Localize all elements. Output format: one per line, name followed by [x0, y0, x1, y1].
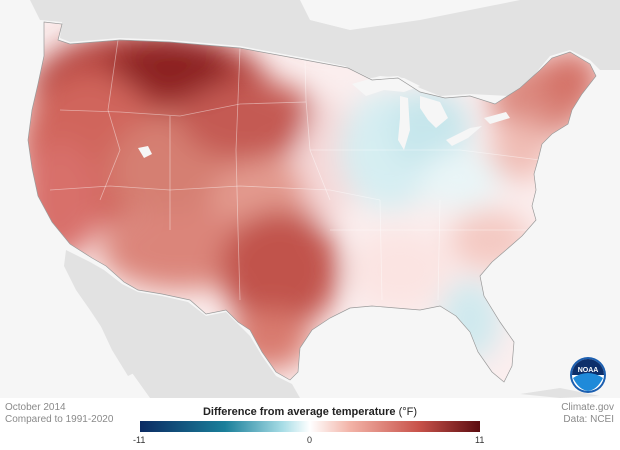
lake-michigan	[398, 96, 410, 150]
credit-label: Climate.gov	[561, 402, 614, 413]
canada-landmass	[0, 0, 620, 96]
svg-text:NOAA: NOAA	[578, 367, 599, 374]
us-outline	[27, 21, 597, 383]
legend-unit: (°F)	[398, 406, 418, 418]
map-footer: October 2014 Compared to 1991-2020 Diffe…	[0, 398, 620, 450]
lake-ontario	[484, 112, 510, 124]
great-salt-lake	[138, 146, 152, 158]
baseline-label: Compared to 1991-2020	[5, 414, 114, 425]
legend-title: Difference from average temperature (°F)	[140, 406, 480, 418]
legend-min-label: -11	[133, 435, 146, 445]
color-scale-bar	[140, 421, 480, 432]
source-label: Data: NCEI	[563, 414, 614, 425]
cuba-island	[520, 388, 600, 398]
baja-peninsula	[84, 268, 136, 376]
lake-erie	[446, 126, 482, 146]
lake-huron	[420, 96, 448, 128]
period-label: October 2014	[5, 402, 66, 413]
temperature-anomaly-map	[0, 0, 620, 398]
noaa-logo: NOAA	[570, 357, 606, 393]
map-area: NOAA	[0, 0, 620, 398]
legend-title-text: Difference from average temperature	[202, 406, 396, 418]
state-boundaries	[49, 39, 541, 301]
legend-mid-label: 0	[307, 435, 313, 445]
legend-max-label: 11	[475, 435, 485, 445]
mexico-landmass	[64, 250, 300, 398]
